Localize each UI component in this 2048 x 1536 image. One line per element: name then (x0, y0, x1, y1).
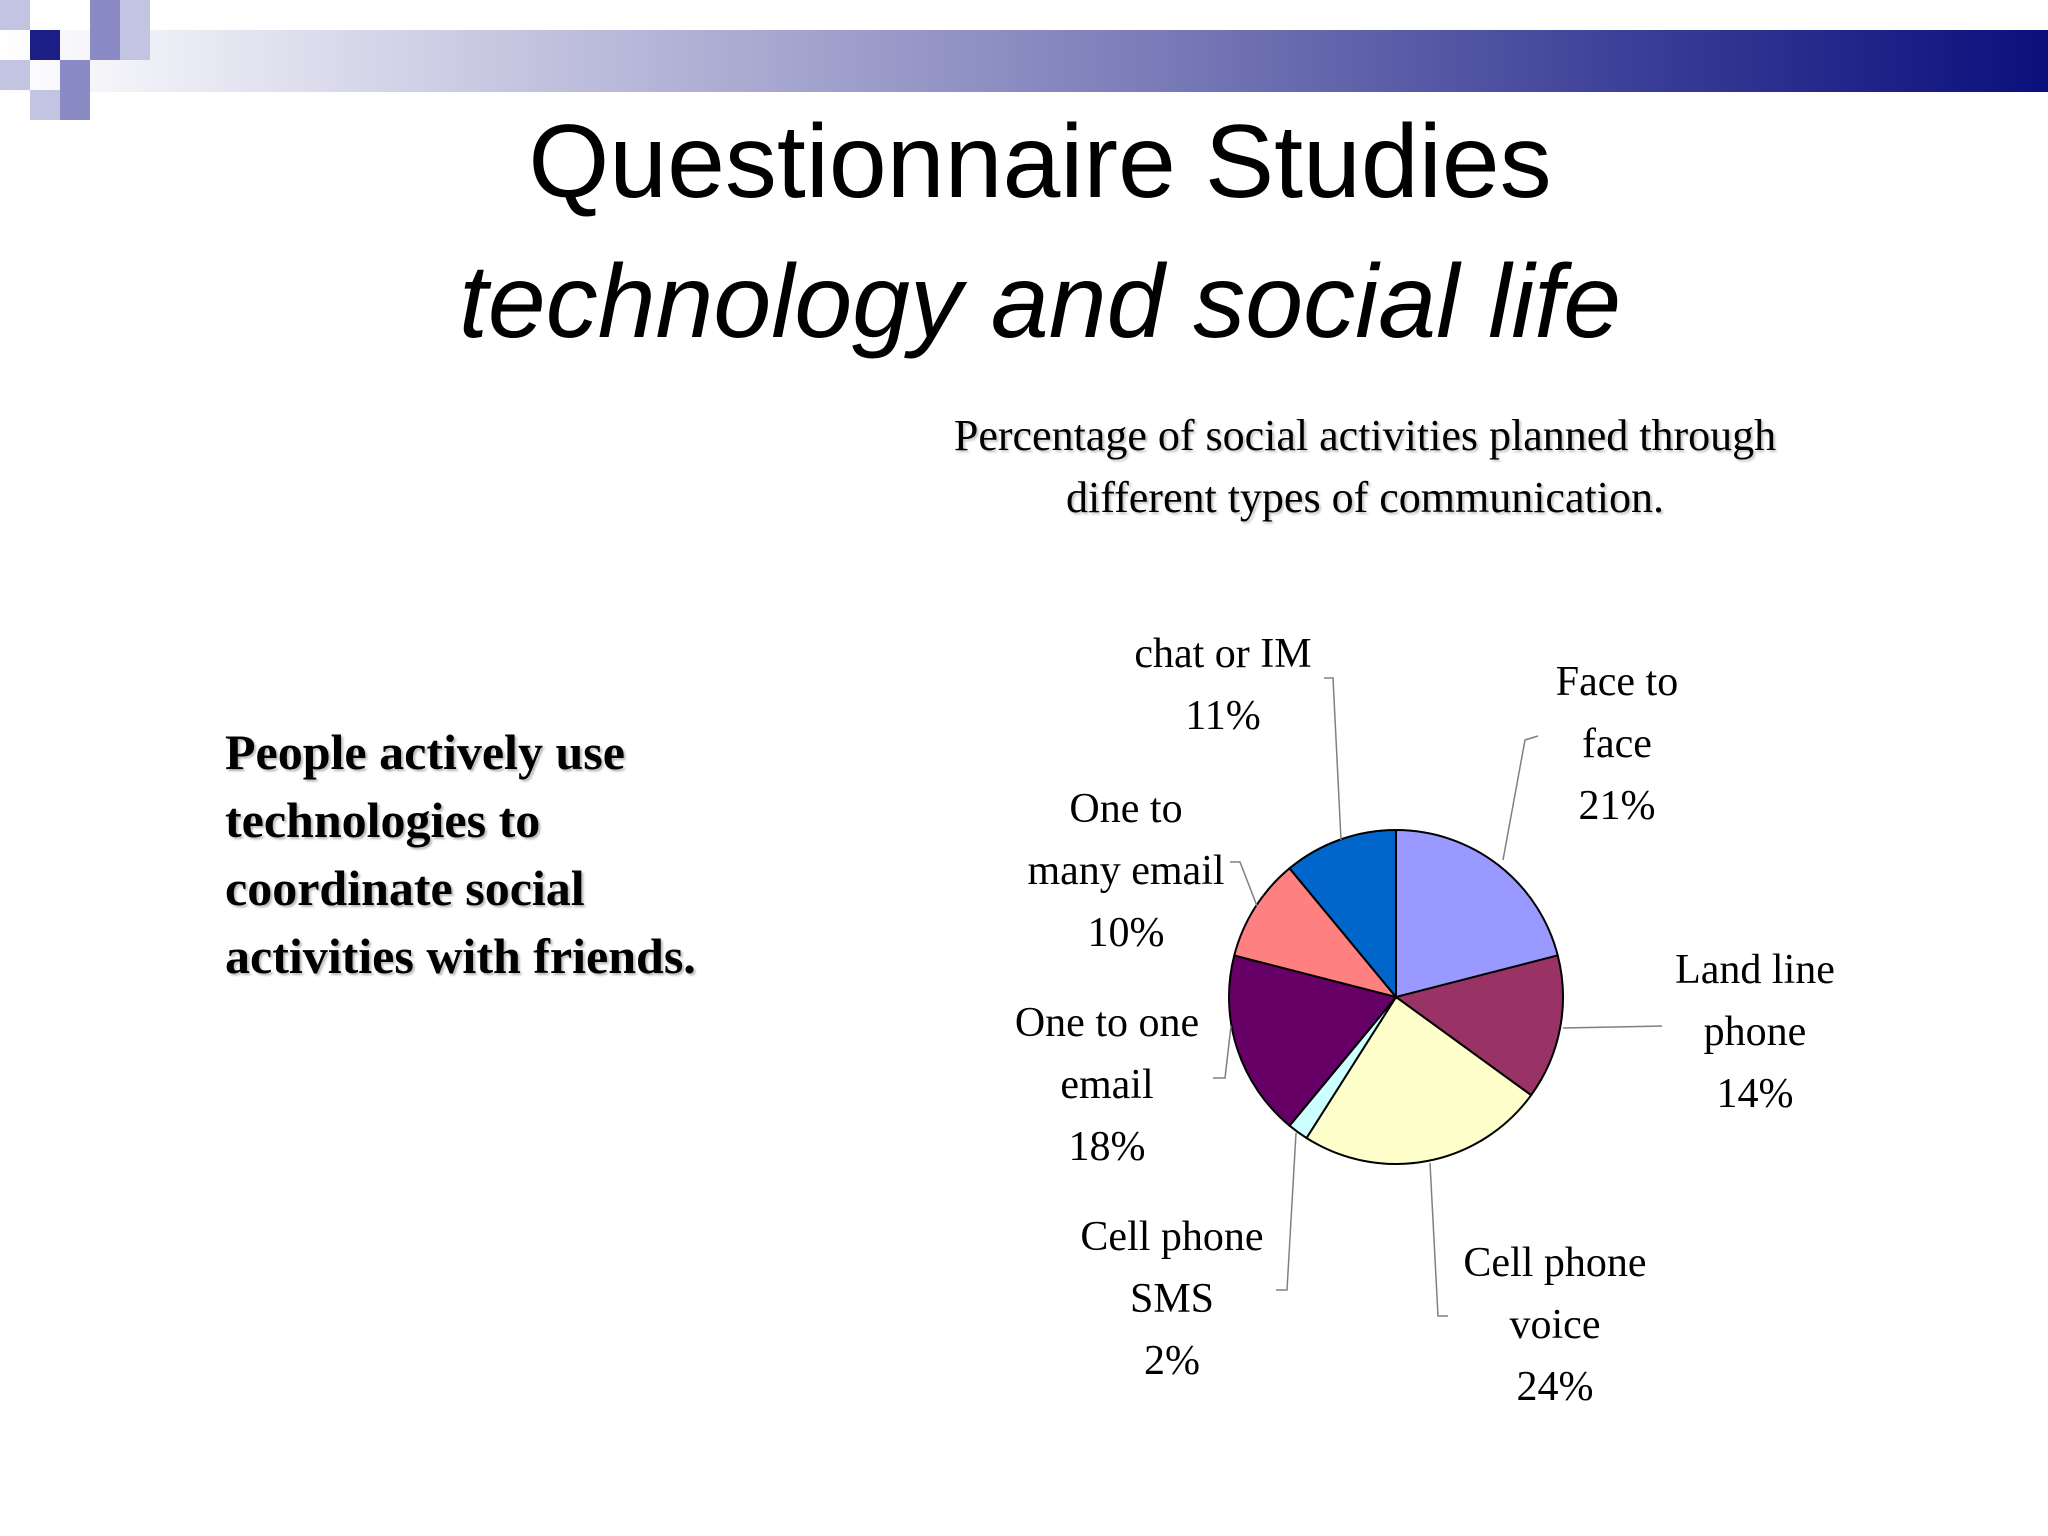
slice-label: One to one email 18% (1015, 1000, 1199, 1170)
deco-square (30, 90, 60, 120)
bullet-text: People actively use technologies to coor… (225, 724, 696, 984)
leader-line (1562, 1025, 1663, 1029)
leader-line (1213, 1025, 1232, 1079)
pie-slice-one-to-many-email (1233, 866, 1399, 999)
deco-square (90, 0, 120, 30)
deco-square (60, 90, 90, 120)
leader-line (1324, 677, 1342, 841)
slide-subtitle: technology and social life (458, 244, 1622, 360)
pie-slice-one-to-one-email (1228, 954, 1398, 1128)
pie-slice-land-line-phone (1393, 954, 1564, 1097)
slice-label: Face to face 21% (1556, 659, 1678, 829)
slide-title: Questionnaire Studies (528, 104, 1552, 220)
pie-slice-cell-phone-voice (1305, 995, 1533, 1165)
slice-label: One to many email 10% (1027, 786, 1224, 956)
deco-square (0, 0, 30, 30)
slice-label: Land line phone 14% (1675, 947, 1835, 1117)
slice-label: Cell phone voice 24% (1463, 1240, 1646, 1410)
leader-line (1230, 861, 1258, 907)
slice-label: Cell phone SMS 2% (1080, 1214, 1263, 1384)
pie-slice-face-to-face (1395, 828, 1559, 999)
slice-label: chat or IM 11% (1134, 631, 1311, 739)
header-gradient-bar (0, 30, 2048, 92)
deco-square (120, 0, 150, 30)
pie-slice-chat-or-im (1288, 828, 1397, 1000)
deco-square (60, 60, 90, 90)
deco-square (120, 30, 150, 60)
deco-square (0, 60, 30, 90)
chart-title: Percentage of social activities planned … (953, 411, 1777, 522)
leader-line (1429, 1162, 1448, 1317)
deco-square (90, 30, 120, 60)
leader-line (1502, 735, 1539, 861)
deco-square (30, 30, 60, 60)
leader-line (1276, 1132, 1297, 1291)
